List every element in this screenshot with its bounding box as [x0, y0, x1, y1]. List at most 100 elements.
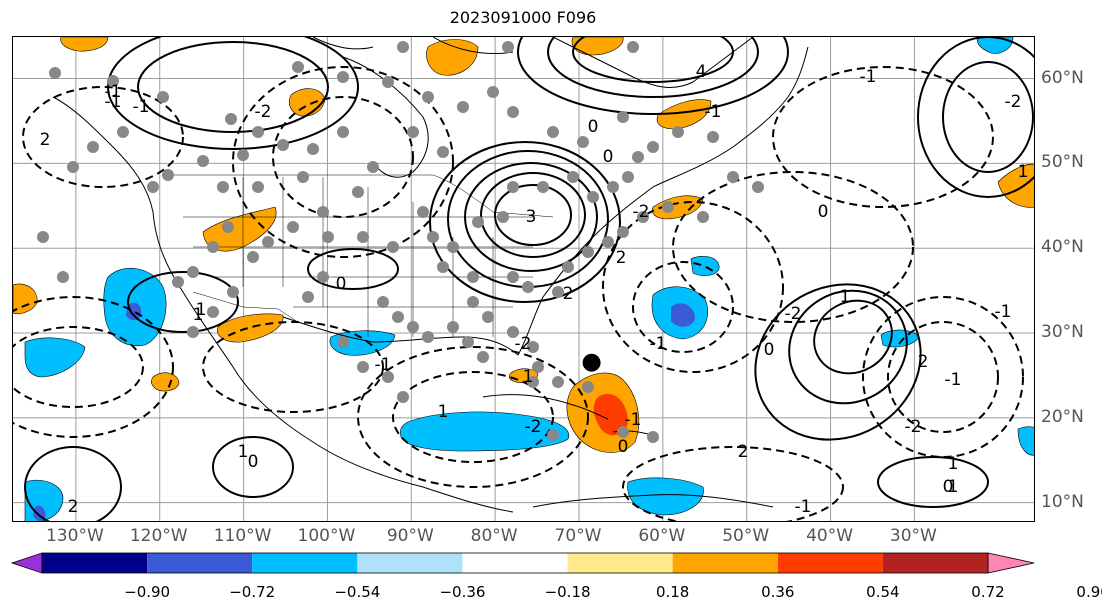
anomaly-orange-greenland [571, 37, 624, 56]
observation-point [222, 221, 234, 233]
observation-point [647, 431, 659, 443]
observation-point [367, 161, 379, 173]
observation-point [647, 141, 659, 153]
observation-point [467, 296, 479, 308]
contour-lines [24, 37, 1034, 521]
colorbar-extend-high [987, 552, 1035, 574]
observation-point [187, 326, 199, 338]
contour-label: 0 [618, 437, 629, 457]
observation-point [582, 246, 594, 258]
observation-point [162, 169, 174, 181]
contour-label: 1 [523, 367, 534, 387]
observation-point [217, 181, 229, 193]
contour-low-hudson-1 [272, 96, 414, 218]
observation-point [297, 171, 309, 183]
political-boundaries [163, 174, 554, 337]
observation-point [547, 126, 559, 138]
observation-point [522, 281, 534, 293]
colorbar-segments [10, 552, 1035, 574]
negative-anomaly-regions [24, 37, 1034, 521]
observation-point [337, 336, 349, 348]
contour-label: 3 [526, 207, 537, 227]
contour-high-atlantic-1 [813, 299, 893, 375]
observation-point [37, 231, 49, 243]
contour-high-pacific-south [24, 446, 122, 521]
observation-point [637, 211, 649, 223]
observation-point [447, 241, 459, 253]
observation-point [407, 321, 419, 333]
boundary-states-1 [242, 177, 494, 337]
coastline-arctic-islands [312, 37, 514, 55]
contour-high-atlantic-3 [754, 283, 922, 441]
contour-label: -1 [650, 334, 667, 354]
contour-low-southwest-1 [202, 321, 384, 413]
latitude-label-lat-50n: 50°N [1041, 152, 1084, 173]
longitude-label-lon-80w: 80°W [470, 526, 518, 546]
contour-label: -2 [1005, 92, 1022, 112]
contour-label: 0 [248, 452, 259, 472]
anomaly-blue-pacific-west-mid [24, 337, 86, 378]
contour-label: -1 [375, 355, 392, 375]
map-title: 2023091000 F096 [449, 8, 597, 27]
observation-point [397, 41, 409, 53]
observation-point [482, 311, 494, 323]
longitude-label-lon-40w: 40°W [806, 526, 854, 546]
observation-point [172, 276, 184, 288]
contour-low-caribbean-2 [357, 346, 589, 488]
coastline-greenland [552, 37, 754, 88]
storm-center-marker[interactable] [582, 353, 601, 372]
observation-point [387, 241, 399, 253]
contour-label: 1 [948, 454, 959, 474]
contour-label: 2 [738, 442, 749, 462]
contour-low-east-atlantic-1 [887, 321, 999, 433]
observation-point [457, 101, 469, 113]
observation-point [562, 261, 574, 273]
longitude-label-lon-60w: 60°W [638, 526, 686, 546]
observation-point [147, 181, 159, 193]
contour-label: -2 [515, 334, 532, 354]
observation-point [307, 143, 319, 155]
anomaly-orange-alaska-coast [60, 37, 109, 52]
observation-point [697, 211, 709, 223]
longitude-label-lon-90w: 90°W [386, 526, 434, 546]
contour-label: 1 [840, 287, 851, 307]
observation-point [187, 266, 199, 278]
forecast-map[interactable]: 2 -1 1 -1 0 2 -2 2 1 -2 -1 0 3 4 -2 2 1 0 -2 1 -1 2 0 -1 -2 -1 1 0-… [12, 36, 1035, 522]
contour-high-central-mexico [212, 436, 294, 498]
coastline-hudson-bay [342, 56, 429, 178]
contour-label: 2 [68, 497, 79, 517]
anomaly-blue-atlantic-30n [880, 329, 920, 348]
contour-label: -1 [105, 92, 122, 112]
colorbar-segment [882, 553, 988, 573]
observation-point [582, 381, 594, 393]
observation-point [607, 181, 619, 193]
coastline-north-america-west [52, 96, 514, 513]
map-canvas: 2-11-102-221-2-1034-2210-21-120-1-2-110-… [13, 37, 1034, 521]
observation-point [437, 146, 449, 158]
observation-point [487, 86, 499, 98]
anomaly-darkblue-atlantic-mid [671, 303, 695, 327]
observation-point [252, 126, 264, 138]
colorbar-segment [567, 553, 673, 573]
contour-label: 1 [1018, 162, 1029, 182]
contour-high-nw-1 [137, 41, 329, 133]
contour-label: -1 [133, 97, 150, 117]
observation-point [292, 61, 304, 73]
contour-lines-dashed [13, 66, 1024, 521]
observation-point [382, 76, 394, 88]
contour-label: 1 [196, 300, 207, 320]
observation-point [252, 181, 264, 193]
contour-high-pacific-west [127, 271, 239, 333]
observation-point [417, 206, 429, 218]
contour-label: 1 [948, 477, 959, 497]
contour-low-atlantic-west [672, 171, 914, 323]
contour-high-atlantic-2 [788, 289, 908, 405]
observation-point [247, 251, 259, 263]
observation-point [752, 181, 764, 193]
observation-point [527, 376, 539, 388]
colorbar-segment [147, 553, 253, 573]
observation-point [352, 186, 364, 198]
longitude-label-lon-100w: 100°W [297, 526, 356, 546]
contour-label: -1 [625, 410, 642, 430]
contour-label: 0 [943, 477, 954, 497]
